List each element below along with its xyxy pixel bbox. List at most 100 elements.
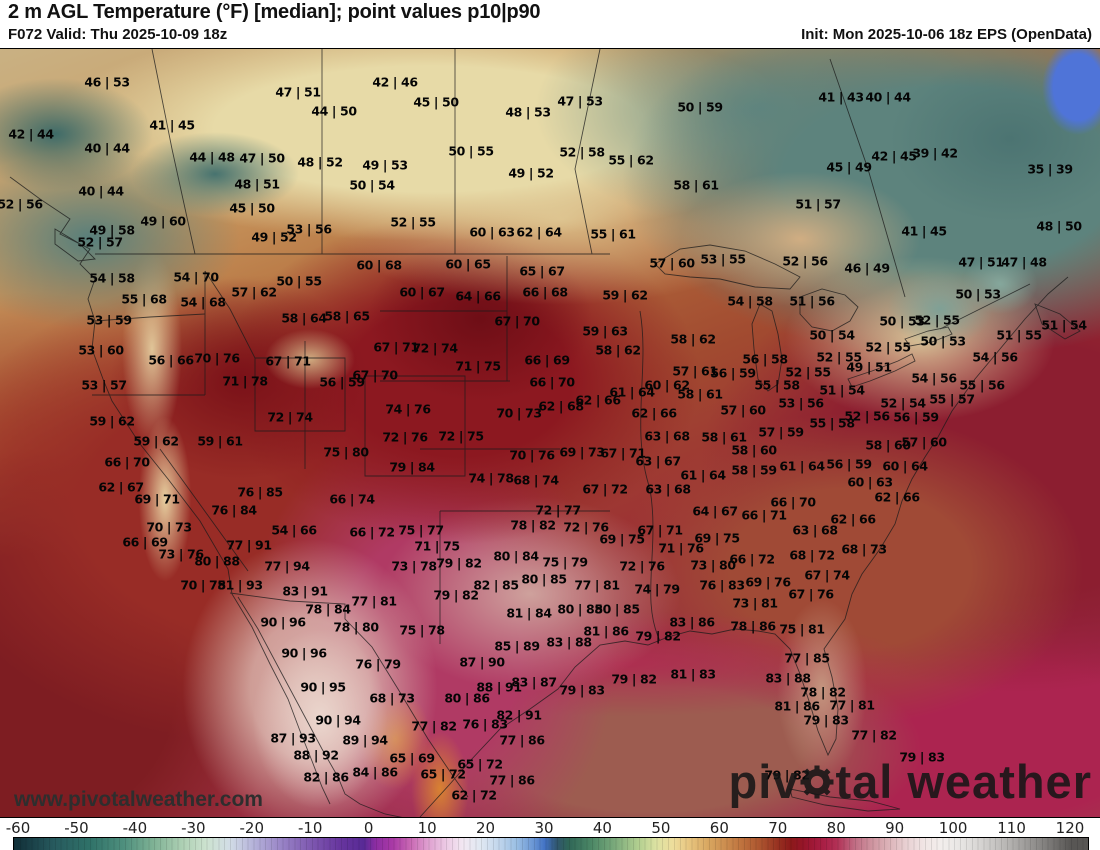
point-value: 53 | 56 — [286, 221, 332, 237]
point-value: 73 | 80 — [690, 557, 736, 573]
point-value: 72 | 74 — [412, 340, 458, 356]
point-value: 78 | 82 — [800, 684, 846, 700]
point-value: 55 | 57 — [929, 391, 975, 407]
point-value: 59 | 62 — [602, 287, 648, 303]
point-value: 48 | 50 — [1036, 218, 1082, 234]
point-value: 87 | 90 — [459, 654, 505, 670]
colorbar-strip — [13, 837, 1089, 850]
colorbar-tick-label: 120 — [1055, 819, 1085, 837]
point-value: 56 | 58 — [742, 351, 788, 367]
point-value: 58 | 60 — [865, 437, 911, 453]
point-value: 89 | 94 — [342, 732, 388, 748]
watermark-url: www.pivotalweather.com — [14, 788, 263, 811]
point-value: 77 | 81 — [351, 593, 397, 609]
point-value: 67 | 74 — [804, 567, 850, 583]
point-value: 67 | 70 — [352, 367, 398, 383]
page-title: 2 m AGL Temperature (°F) [median]; point… — [8, 1, 541, 23]
point-value: 47 | 51 — [275, 84, 321, 100]
point-value: 68 | 72 — [789, 547, 835, 563]
point-value: 90 | 94 — [315, 712, 361, 728]
point-value: 78 | 82 — [510, 517, 556, 533]
point-value: 56 | 59 — [893, 409, 939, 425]
point-value: 75 | 79 — [542, 554, 588, 570]
point-value: 57 | 61 — [672, 363, 718, 379]
point-value: 63 | 68 — [644, 428, 690, 444]
valid-time-label: F072 Valid: Thu 2025-10-09 18z — [8, 26, 228, 43]
point-value: 61 | 64 — [680, 467, 726, 483]
point-value: 52 | 56 — [782, 253, 828, 269]
point-value: 48 | 52 — [297, 154, 343, 170]
colorbar-tick-label: -60 — [5, 819, 31, 837]
point-value: 62 | 64 — [516, 224, 562, 240]
point-value: 76 | 84 — [211, 502, 257, 518]
point-value: 50 | 53 — [920, 333, 966, 349]
colorbar-tick-label: 90 — [885, 819, 905, 837]
point-value: 82 | 85 — [473, 577, 519, 593]
point-value: 66 | 69 — [524, 352, 570, 368]
point-value: 48 | 53 — [505, 104, 551, 120]
point-value: 88 | 91 — [476, 679, 522, 695]
point-value: 41 | 43 — [818, 89, 864, 105]
point-value: 78 | 84 — [305, 601, 351, 617]
point-value: 79 | 82 — [611, 671, 657, 687]
point-value: 60 | 64 — [882, 458, 928, 474]
point-value: 54 | 58 — [89, 270, 135, 286]
point-value: 77 | 91 — [226, 537, 272, 553]
point-value: 58 | 61 — [673, 177, 719, 193]
point-value: 66 | 70 — [104, 454, 150, 470]
point-value: 49 | 60 — [140, 213, 186, 229]
point-value: 74 | 79 — [634, 581, 680, 597]
map-borders — [9, 49, 1081, 817]
point-value: 47 | 48 — [1001, 254, 1047, 270]
point-value: 45 | 49 — [826, 159, 872, 175]
point-value: 50 | 53 — [879, 313, 925, 329]
point-value: 73 | 81 — [732, 595, 778, 611]
point-value: 40 | 44 — [84, 140, 130, 156]
point-value: 70 | 76 — [509, 447, 555, 463]
point-value: 54 | 66 — [271, 522, 317, 538]
point-value: 71 | 75 — [414, 538, 460, 554]
point-value: 66 | 70 — [770, 494, 816, 510]
point-value: 82 | 91 — [496, 707, 542, 723]
point-value: 58 | 65 — [324, 308, 370, 324]
point-value: 60 | 68 — [356, 257, 402, 273]
point-value: 53 | 55 — [700, 251, 746, 267]
point-value: 77 | 81 — [829, 697, 875, 713]
colorbar-tick-label: 40 — [592, 819, 612, 837]
colorbar-tick-label: 50 — [651, 819, 671, 837]
point-value: 57 | 59 — [758, 424, 804, 440]
point-value: 66 | 69 — [122, 534, 168, 550]
point-value: 59 | 62 — [133, 433, 179, 449]
point-value: 54 | 58 — [727, 293, 773, 309]
point-value: 67 | 71 — [265, 353, 311, 369]
point-value: 39 | 42 — [912, 145, 958, 161]
temperature-shading — [0, 49, 1100, 817]
point-value: 49 | 51 — [846, 359, 892, 375]
point-value: 75 | 81 — [779, 621, 825, 637]
point-value: 72 | 76 — [382, 429, 428, 445]
point-value: 67 | 76 — [788, 586, 834, 602]
point-value: 52 | 55 — [816, 349, 862, 365]
colorbar-tick-label: 80 — [826, 819, 846, 837]
point-value: 80 | 88 — [194, 553, 240, 569]
point-value: 35 | 39 — [1027, 161, 1073, 177]
point-value: 72 | 74 — [267, 409, 313, 425]
point-value: 83 | 88 — [546, 634, 592, 650]
point-value: 63 | 68 — [645, 481, 691, 497]
point-value: 52 | 55 — [785, 364, 831, 380]
colorbar-tick-label: 70 — [768, 819, 788, 837]
point-value: 56 | 66 — [148, 352, 194, 368]
point-value: 42 | 45 — [871, 148, 917, 164]
point-value: 72 | 75 — [438, 428, 484, 444]
point-value: 40 | 44 — [78, 183, 124, 199]
colorbar-tick-label: 110 — [997, 819, 1026, 837]
point-value: 52 | 56 — [0, 196, 43, 212]
point-value: 81 | 86 — [583, 623, 629, 639]
gear-icon — [799, 755, 835, 808]
point-value: 75 | 80 — [323, 444, 369, 460]
point-value: 76 | 83 — [699, 577, 745, 593]
point-value: 88 | 92 — [293, 747, 339, 763]
point-value: 81 | 83 — [670, 666, 716, 682]
point-value: 76 | 85 — [237, 484, 283, 500]
point-value: 52 | 55 — [914, 312, 960, 328]
